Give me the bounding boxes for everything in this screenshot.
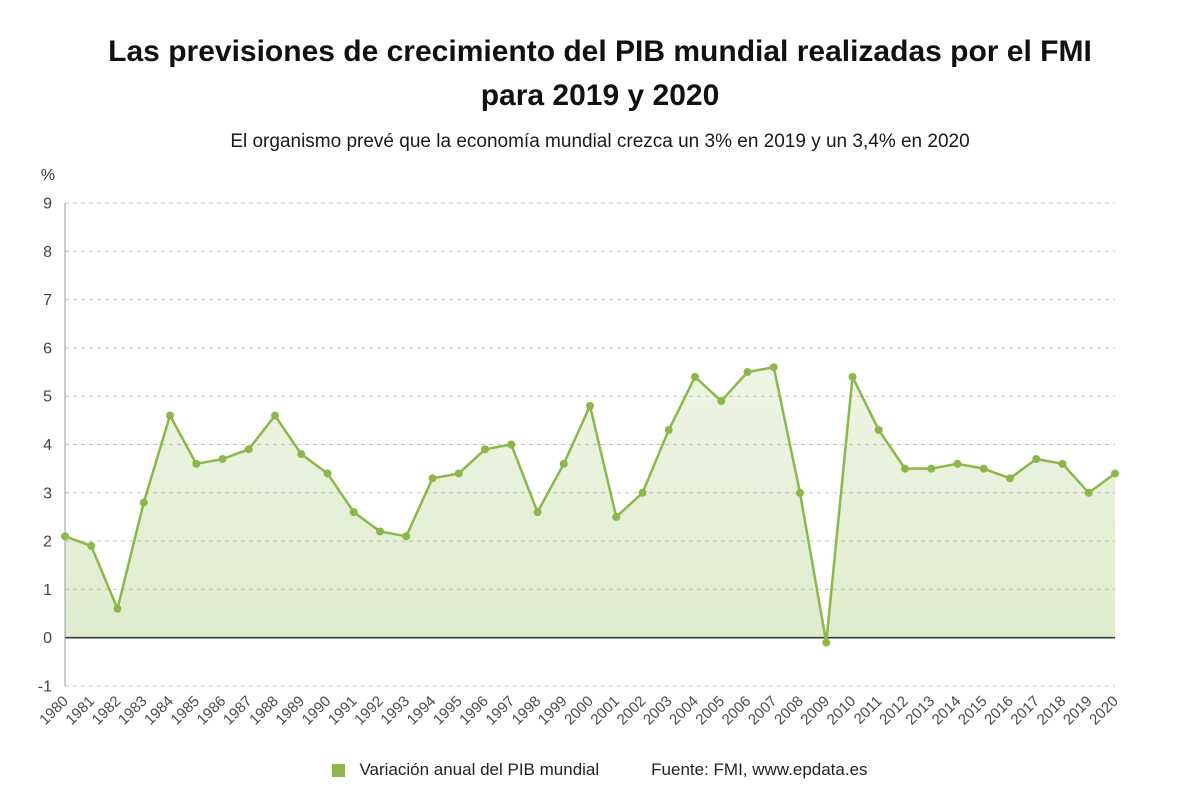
svg-text:1995: 1995 [430,693,466,729]
svg-text:6: 6 [43,340,52,357]
svg-text:0: 0 [43,630,52,647]
svg-text:2016: 2016 [981,693,1017,729]
svg-text:1999: 1999 [535,693,571,729]
svg-text:2010: 2010 [824,693,860,729]
svg-text:2000: 2000 [561,693,597,729]
svg-text:2009: 2009 [797,693,833,729]
svg-text:7: 7 [43,292,52,309]
svg-text:8: 8 [43,244,52,261]
svg-text:2005: 2005 [692,693,728,729]
svg-text:1990: 1990 [299,693,335,729]
svg-text:1981: 1981 [62,693,98,729]
svg-text:1: 1 [43,582,52,599]
svg-text:1989: 1989 [272,693,308,729]
svg-text:2013: 2013 [902,693,938,729]
svg-text:2018: 2018 [1034,693,1070,729]
svg-text:2008: 2008 [771,693,807,729]
svg-text:1984: 1984 [141,693,177,729]
legend: Variación anual del PIB mundial Fuente: … [0,760,1200,780]
svg-text:2006: 2006 [719,693,755,729]
svg-text:2001: 2001 [587,693,623,729]
svg-text:2014: 2014 [929,693,965,729]
svg-text:3: 3 [43,485,52,502]
svg-text:1994: 1994 [404,693,440,729]
chart-subtitle: El organismo prevé que la economía mundi… [230,131,970,152]
svg-text:1996: 1996 [456,693,492,729]
svg-text:2015: 2015 [955,693,991,729]
svg-text:-1: -1 [38,679,52,696]
svg-text:1980: 1980 [36,693,72,729]
svg-text:1987: 1987 [220,693,256,729]
svg-text:2011: 2011 [851,693,886,728]
chart-title: Las previsiones de crecimiento del PIB m… [108,35,1092,112]
svg-text:1982: 1982 [89,693,125,729]
svg-text:2017: 2017 [1007,693,1043,729]
svg-text:1992: 1992 [351,693,387,729]
line-chart-svg: -10123456789%198019811982198319841985198… [36,167,1122,729]
svg-text:1993: 1993 [377,693,413,729]
svg-text:2004: 2004 [666,693,702,729]
svg-text:1985: 1985 [167,693,203,729]
svg-text:1997: 1997 [482,693,518,729]
legend-label: Variación anual del PIB mundial [359,760,600,779]
svg-text:1986: 1986 [194,693,230,729]
svg-text:2: 2 [43,534,52,551]
svg-text:5: 5 [43,389,52,406]
svg-text:1998: 1998 [509,693,545,729]
svg-text:2012: 2012 [876,693,912,729]
svg-text:2003: 2003 [640,693,676,729]
svg-text:1991: 1991 [325,693,361,729]
svg-text:2020: 2020 [1086,693,1122,729]
source-text: Fuente: FMI, www.epdata.es [651,760,868,779]
svg-text:2002: 2002 [614,693,650,729]
svg-text:9: 9 [43,196,52,213]
svg-text:1988: 1988 [246,693,282,729]
legend-swatch-icon [332,763,346,777]
svg-text:4: 4 [43,437,52,454]
svg-text:%: % [41,167,55,184]
svg-text:2019: 2019 [1060,693,1096,729]
line-chart: -1 0 1 2 3 4 5 6 7 8 9% 1980 1981 1982 1983 1984 1985 198… [0,165,1200,765]
svg-text:1983: 1983 [115,693,151,729]
svg-text:2007: 2007 [745,693,781,729]
